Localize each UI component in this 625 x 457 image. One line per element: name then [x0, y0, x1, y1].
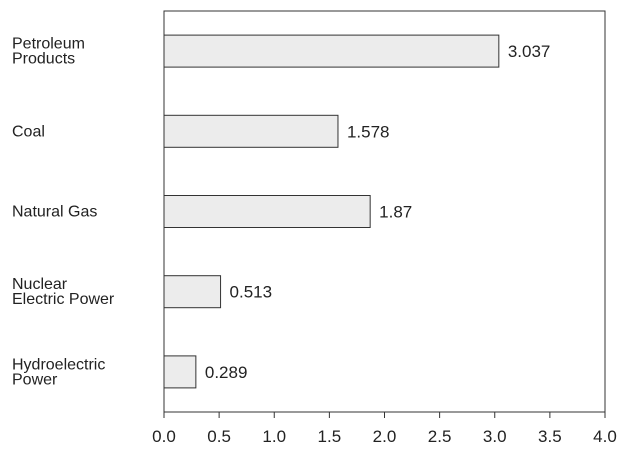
bar — [163, 355, 197, 389]
x-tick-label: 0.0 — [152, 427, 176, 446]
category-label: Nuclear Electric Power — [12, 276, 115, 308]
data-label: 0.513 — [230, 283, 273, 302]
x-tick-label: 2.0 — [373, 427, 397, 446]
x-tick-label: 1.0 — [262, 427, 286, 446]
bar — [163, 275, 222, 309]
category-label-line: Petroleum — [12, 36, 85, 53]
category-label: Natural Gas — [12, 204, 97, 221]
category-label-line: Electric Power — [12, 291, 115, 308]
bars-layer — [163, 34, 500, 389]
x-tick-label: 3.0 — [483, 427, 507, 446]
category-label: Petroleum Products — [12, 36, 85, 68]
category-label-line: Products — [12, 51, 75, 68]
category-label-line: Coal — [12, 123, 45, 140]
category-label-line: Power — [12, 371, 58, 388]
data-label: 1.87 — [379, 203, 412, 222]
labels-layer: 3.037 Petroleum Products 1.578 Coal 1.87 Natur… — [12, 36, 550, 389]
category-label: Hydroelectric Power — [12, 356, 105, 388]
data-label: 1.578 — [347, 122, 390, 141]
x-tick-label: 0.5 — [207, 427, 231, 446]
bar — [163, 114, 339, 148]
category-label-line: Natural Gas — [12, 204, 97, 221]
x-tick-label: 2.5 — [428, 427, 452, 446]
data-label: 0.289 — [205, 363, 248, 382]
x-tick-label: 1.5 — [318, 427, 342, 446]
x-tick-label: 4.0 — [593, 427, 617, 446]
bar — [163, 195, 371, 228]
data-label: 3.037 — [508, 42, 551, 61]
category-label-line: Hydroelectric — [12, 356, 105, 373]
bar — [163, 34, 500, 68]
x-tick-label: 3.5 — [538, 427, 562, 446]
category-label-line: Nuclear — [12, 276, 68, 293]
x-axis: 0.0 0.5 1.0 1.5 2.0 2.5 3.0 3.5 4.0 — [152, 412, 617, 446]
category-label: Coal — [12, 123, 45, 140]
